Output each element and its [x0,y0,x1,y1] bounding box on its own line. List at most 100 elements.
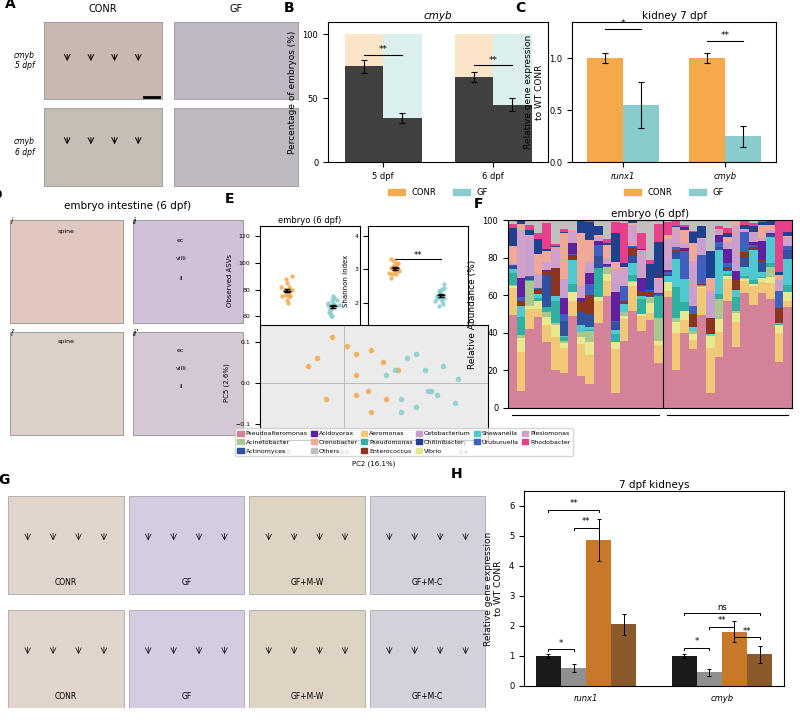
Bar [517,278,526,297]
Text: +: + [596,30,603,39]
Bar [629,225,637,245]
Point [432,290,445,302]
Bar [551,248,560,267]
Bar [654,296,663,318]
Point [377,357,390,368]
Bar [568,220,577,230]
Point [379,369,392,380]
Bar [508,269,517,272]
Bar [680,302,689,311]
Bar [723,249,732,263]
Point [282,290,295,302]
Bar [594,220,602,226]
Text: F: F [474,197,483,211]
Point [332,300,345,311]
Bar [714,248,723,250]
Bar [602,238,611,243]
Title: cmyb: cmyb [424,11,452,21]
Bar [749,250,758,280]
Bar [534,232,542,239]
Bar [654,290,663,293]
Point [283,281,296,292]
Bar [680,251,689,279]
Point [325,304,338,316]
Bar [663,272,671,275]
Bar [783,237,792,244]
Bar [680,243,689,245]
Text: **: ** [489,56,498,64]
Bar [568,253,577,256]
Bar [698,226,706,238]
Bar [526,306,534,308]
Point [435,284,448,295]
Bar [594,297,602,302]
Bar [680,311,689,320]
Bar [560,232,568,279]
Bar [646,264,654,290]
Bar [732,347,740,408]
Bar [611,233,620,262]
Point [326,295,338,306]
Point [279,284,292,295]
Bar [517,306,526,318]
Point [302,360,314,372]
Bar [740,221,749,225]
Point [389,264,402,275]
Bar [663,239,671,259]
Bar [689,306,698,314]
Bar [542,317,551,325]
Bar [774,323,783,324]
Bar [706,335,714,336]
Point [394,406,407,417]
Bar [594,245,602,256]
Bar [586,342,594,355]
Point [365,406,378,417]
Point [286,271,298,282]
Bar [774,308,783,323]
Point [326,297,339,308]
Bar [586,331,594,342]
Bar [594,302,602,323]
Bar [654,363,663,408]
Bar [723,300,732,408]
Point [425,386,438,397]
Bar [740,267,749,276]
Bar [706,291,714,295]
Bar [774,220,783,221]
Bar [526,225,534,230]
Bar [749,249,758,250]
FancyBboxPatch shape [129,497,244,593]
Bar [698,220,706,226]
Text: il: il [179,276,182,281]
Bar [749,305,758,408]
Bar [620,341,629,408]
Bar [671,333,680,370]
Bar [611,222,620,233]
Bar [723,220,732,227]
Bar [723,227,732,233]
FancyBboxPatch shape [249,497,365,593]
Text: H: H [451,467,463,481]
Bar [747,654,772,686]
Bar [697,672,722,686]
Bar [689,269,698,306]
Y-axis label: Relative gene expression
to WT CONR: Relative gene expression to WT CONR [524,35,543,149]
Bar [689,334,698,340]
Bar [534,289,542,294]
Point [322,297,334,308]
Legend: Pseudoalteromonas, Acinetobacter, Actinomyces, Acidovorax, Crenobacter, Others, : Pseudoalteromonas, Acinetobacter, Actino… [235,428,573,456]
Bar [611,262,620,269]
Point [281,287,294,298]
Bar [560,337,568,342]
Bar [672,656,697,686]
Point [451,373,464,384]
Bar [774,326,783,334]
Bar [526,220,534,225]
Text: **: ** [742,627,751,636]
Bar [620,263,629,267]
Bar [783,245,792,250]
Bar [758,282,766,293]
Bar [577,312,586,325]
Bar [714,295,723,298]
Bar [542,220,551,223]
